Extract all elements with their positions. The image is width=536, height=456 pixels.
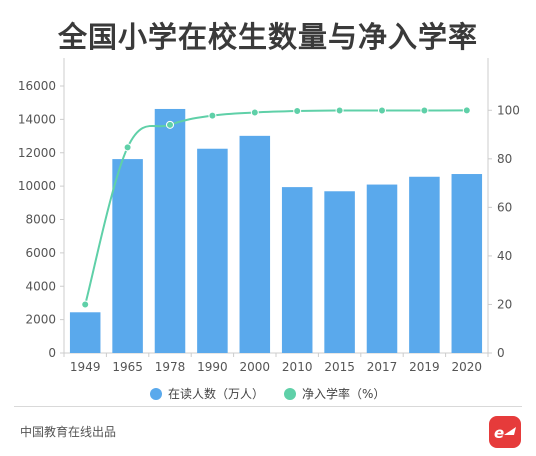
legend-line-swatch bbox=[284, 387, 296, 400]
bar-2017 bbox=[366, 184, 398, 353]
rate-point-2019 bbox=[420, 106, 429, 115]
y-left-tick-label: 16000 bbox=[18, 79, 56, 93]
legend-line-label: 净入学率（%） bbox=[302, 387, 386, 401]
y-left-tick-label: 6000 bbox=[25, 246, 56, 260]
bar-1965 bbox=[112, 159, 143, 353]
rate-point-2017 bbox=[378, 106, 386, 115]
y-right-tick-label: 100 bbox=[497, 103, 520, 117]
y-right-tick-label: 60 bbox=[497, 200, 512, 214]
rate-point-2000 bbox=[250, 108, 259, 117]
rate-point-2020 bbox=[462, 106, 471, 115]
svg-text:e: e bbox=[494, 424, 504, 442]
y-right-tick-label: 80 bbox=[497, 152, 512, 166]
chart-canvas: 0 2000 4000 6000 8000 10000 12000 14000 16000 0 20… bbox=[18, 58, 520, 374]
brand-logo-icon: e bbox=[489, 416, 521, 448]
source-credit: 中国教育在线出品 bbox=[20, 425, 117, 439]
rate-point-2015 bbox=[335, 106, 344, 115]
chart-title: 全国小学在校生数量与净入学率 bbox=[57, 20, 478, 54]
footer-divider bbox=[14, 406, 522, 407]
x-tick-label: 1978 bbox=[155, 360, 186, 374]
rate-point-1949 bbox=[81, 300, 90, 309]
x-tick-label: 2017 bbox=[367, 360, 398, 374]
legend-bar-swatch bbox=[150, 387, 162, 400]
rate-point-1965 bbox=[123, 143, 132, 152]
y-right-tick-label: 0 bbox=[497, 346, 505, 360]
rate-point-2010 bbox=[293, 107, 302, 116]
x-tick-label: 2015 bbox=[324, 360, 355, 374]
y-left-tick-label: 8000 bbox=[25, 213, 56, 227]
y-right-tick-label: 20 bbox=[497, 297, 512, 311]
rate-point-1990 bbox=[208, 111, 217, 120]
bar-1978 bbox=[154, 108, 186, 353]
y-left-tick-label: 0 bbox=[48, 346, 56, 360]
y-left-tick-label: 10000 bbox=[18, 179, 56, 193]
bar-2000 bbox=[239, 135, 271, 353]
y-left-tick-label: 14000 bbox=[18, 112, 56, 126]
x-tick-label: 1965 bbox=[112, 360, 143, 374]
legend-item-line[interactable]: 净入学率（%） bbox=[284, 385, 385, 402]
x-tick-label: 2019 bbox=[409, 360, 440, 374]
x-tick-label: 1990 bbox=[197, 360, 228, 374]
bar-2019 bbox=[409, 176, 440, 353]
x-tick-label: 2020 bbox=[452, 360, 483, 374]
x-tick-label: 1949 bbox=[70, 360, 101, 374]
bar-1990 bbox=[197, 148, 228, 353]
legend-bar-label: 在读人数（万人） bbox=[168, 387, 265, 401]
bar-2010 bbox=[281, 187, 313, 353]
bar-1949 bbox=[69, 312, 101, 353]
bar-2015 bbox=[324, 191, 355, 353]
legend-item-bars[interactable]: 在读人数（万人） bbox=[150, 385, 264, 402]
y-left-tick-label: 2000 bbox=[25, 313, 56, 327]
x-tick-label: 2010 bbox=[282, 360, 313, 374]
rate-point-1978 bbox=[166, 120, 174, 129]
y-right-tick-label: 40 bbox=[497, 249, 512, 263]
y-left-tick-label: 12000 bbox=[18, 146, 56, 160]
x-tick-label: 2000 bbox=[240, 360, 271, 374]
y-left-tick-label: 4000 bbox=[25, 279, 56, 293]
bar-2020 bbox=[451, 174, 483, 353]
